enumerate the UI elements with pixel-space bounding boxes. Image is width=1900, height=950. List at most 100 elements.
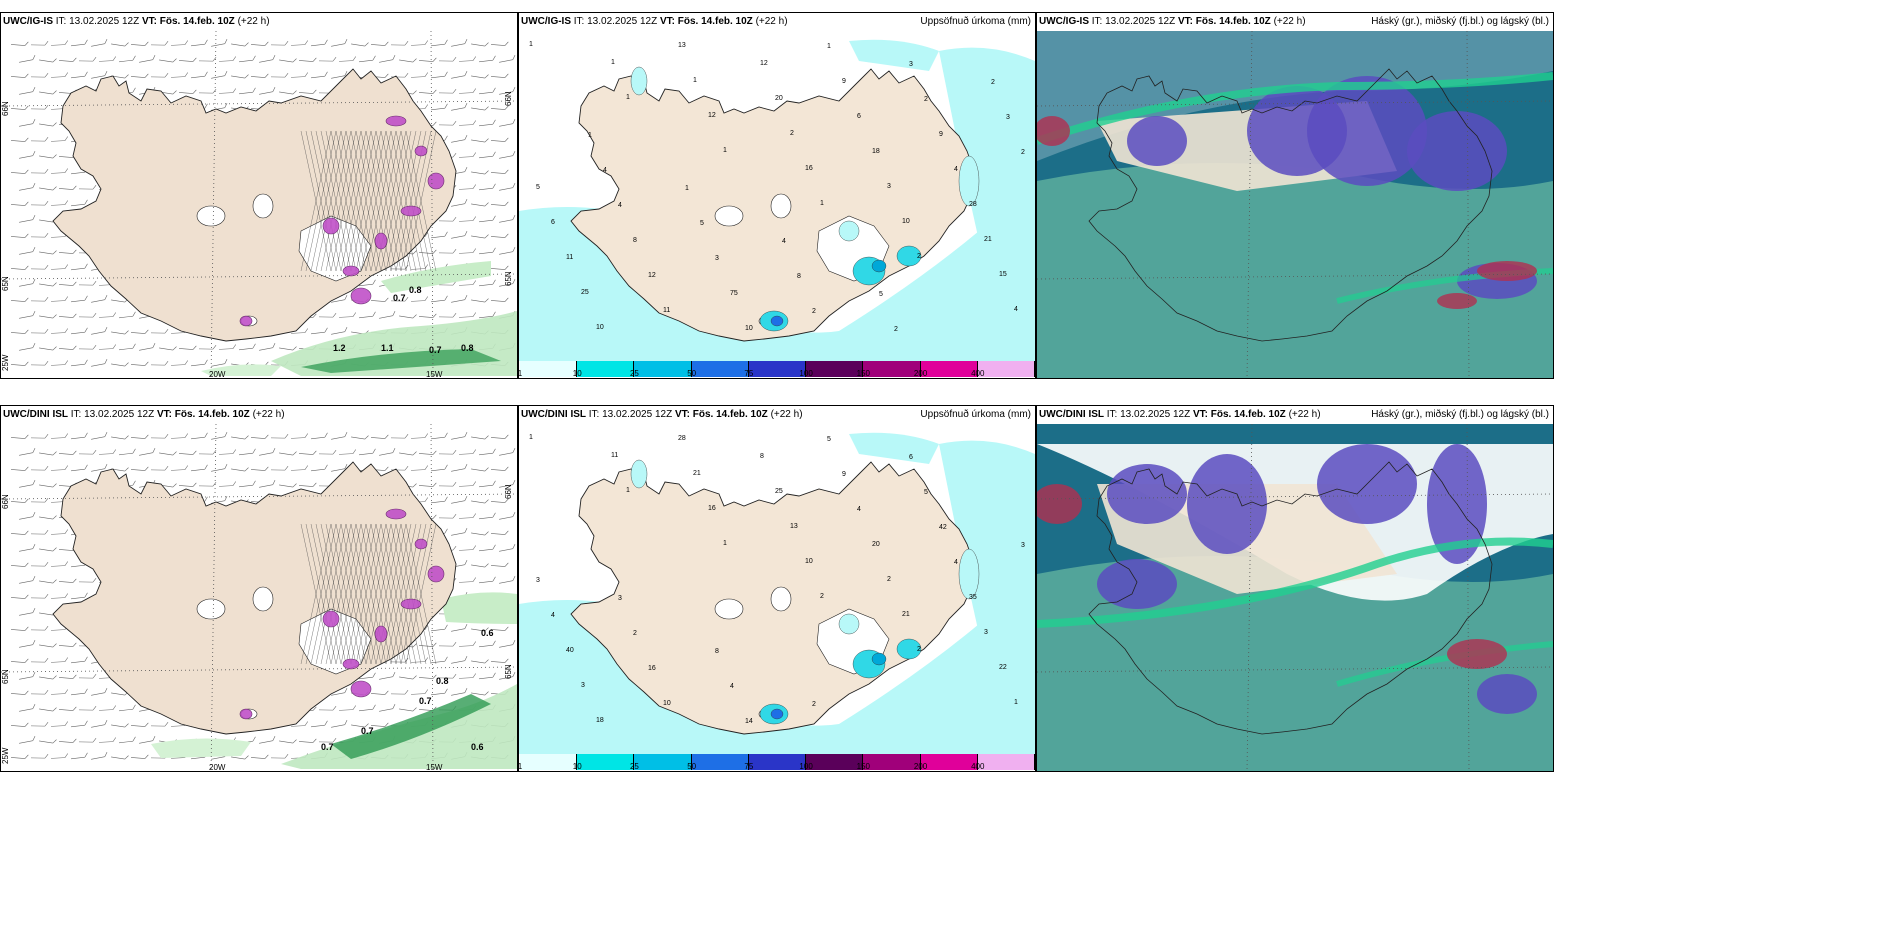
barb-shaft	[91, 724, 105, 728]
barb-flag	[504, 201, 509, 206]
precip-value: 15	[999, 271, 1007, 278]
barb-shaft	[71, 171, 85, 175]
barb-flag	[412, 707, 417, 712]
wind-barb	[451, 688, 468, 696]
precip-value: 16	[708, 505, 716, 512]
wind-barb	[50, 168, 69, 174]
barb-flag	[504, 105, 509, 110]
convective-cell	[414, 538, 428, 550]
barb-shaft	[299, 60, 313, 62]
wind-barb	[98, 312, 117, 318]
wind-barb	[471, 467, 489, 472]
wind-barb	[78, 577, 97, 583]
wind-barb	[458, 545, 477, 551]
barb-shaft	[458, 220, 474, 222]
wind-barb	[231, 435, 249, 440]
wind-barb	[499, 672, 516, 680]
barb-flag	[72, 450, 77, 455]
wind-barb	[438, 312, 457, 318]
wind-barb	[499, 87, 516, 95]
wind-barb	[279, 90, 297, 95]
colorbar-tick-label: 75	[744, 762, 754, 771]
colorbar-segment	[977, 361, 1035, 377]
precip-shading	[201, 261, 517, 376]
barb-shaft	[471, 299, 485, 303]
wind-barb	[311, 464, 328, 472]
barb-shaft	[458, 188, 474, 190]
wind-barb	[71, 295, 88, 303]
precip-value: 35	[969, 594, 977, 601]
wind-barb	[251, 434, 269, 439]
barb-flag	[84, 656, 88, 662]
barb-shaft	[419, 677, 433, 679]
wind-barb	[19, 151, 36, 159]
barb-flag	[472, 673, 477, 678]
barb-flag	[44, 200, 49, 206]
barb-shaft	[19, 708, 33, 712]
wind-barb	[30, 168, 49, 174]
barb-flag	[64, 689, 69, 694]
barb-flag	[264, 754, 269, 759]
barb-flag	[44, 40, 49, 46]
barb-flag	[292, 58, 297, 63]
precip-value: 3	[715, 255, 719, 262]
barb-shaft	[499, 644, 513, 648]
barb-shaft	[218, 60, 234, 62]
barb-shaft	[299, 741, 313, 743]
wind-barb	[91, 432, 108, 440]
wind-barb	[19, 576, 36, 584]
wind-barb	[438, 641, 457, 647]
wind-value-label: 1.1	[381, 343, 394, 353]
wind-barb	[150, 465, 169, 471]
barb-flag	[364, 42, 369, 47]
precip-value: 4	[551, 612, 555, 619]
barb-flag	[324, 327, 328, 333]
barb-flag	[364, 435, 369, 440]
barb-flag	[512, 119, 516, 124]
wind-barb	[198, 449, 217, 455]
colorbar-segment	[863, 754, 921, 770]
glacier-hofsjokull	[252, 586, 274, 612]
wind-barb	[139, 736, 156, 744]
wind-barb	[471, 691, 489, 696]
barb-shaft	[19, 155, 33, 159]
precip-values: 1111241121610151012321251320182811111264…	[529, 41, 1025, 333]
barb-flag	[204, 359, 208, 365]
barb-shaft	[239, 484, 253, 488]
wind-barb	[50, 593, 69, 599]
convective-cell	[400, 598, 422, 610]
wind-barb	[50, 657, 69, 663]
wind-barb	[399, 707, 417, 712]
precip-value: 2	[917, 646, 921, 653]
precip-band	[441, 592, 517, 624]
barb-flag	[392, 311, 396, 316]
barb-shaft	[59, 709, 73, 711]
barb-flag	[172, 90, 177, 95]
wind-value-label: 0.8	[436, 676, 449, 686]
colorbar-segment	[634, 754, 692, 770]
wind-barb	[458, 280, 477, 286]
barb-shaft	[239, 452, 253, 456]
barb-flag	[424, 625, 429, 630]
barb-flag	[112, 344, 117, 349]
barb-flag	[184, 40, 189, 45]
wind-barb	[78, 449, 97, 455]
barb-shaft	[11, 268, 25, 270]
barb-flag	[24, 137, 29, 142]
wind-barb	[431, 656, 448, 664]
barb-flag	[32, 512, 36, 517]
coastline	[1088, 68, 1493, 342]
barb-shaft	[499, 91, 513, 95]
barb-flag	[44, 433, 49, 439]
barb-flag	[144, 434, 149, 439]
barb-shaft	[379, 452, 393, 456]
wind-barb	[479, 183, 496, 191]
wind-barb	[59, 674, 77, 679]
wind-barb	[191, 71, 208, 79]
barb-shaft	[159, 347, 173, 351]
colorbar-segment	[691, 361, 749, 377]
barb-flag	[464, 167, 468, 172]
precip-value: 6	[551, 219, 555, 226]
wind-barb	[218, 344, 237, 350]
